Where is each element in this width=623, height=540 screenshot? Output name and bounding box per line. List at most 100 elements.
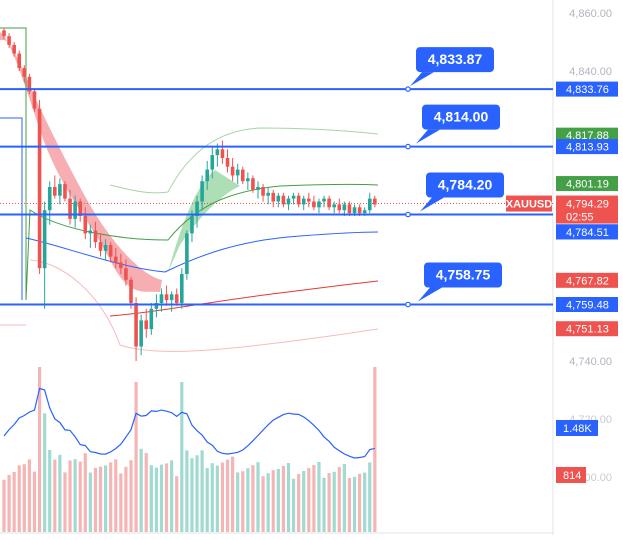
upper-band-line (109, 127, 379, 194)
volume-bar (195, 455, 199, 532)
volume-bar (246, 468, 250, 532)
candle-body (17, 53, 22, 69)
volume-bar (347, 478, 352, 532)
candle-body (240, 169, 245, 182)
candle-body (266, 192, 270, 196)
volume-bar (109, 462, 113, 532)
callout-label: 4,814.00 (434, 109, 489, 125)
volume-bar (159, 464, 164, 532)
price-badge-label: 4,813.93 (566, 142, 609, 154)
current-price-label: 4,794.29 (566, 199, 609, 211)
price-badge-label: 4,767.82 (566, 275, 609, 287)
volume-bar (37, 367, 42, 532)
callout-box[interactable] (426, 172, 504, 198)
red-trend-ribbon (0, 32, 162, 292)
volume-bar (58, 454, 62, 532)
volume-bar (164, 463, 169, 532)
candle-body (2, 30, 6, 37)
volume-bar (231, 456, 235, 532)
candle-body (367, 198, 372, 211)
candle-body (32, 91, 37, 109)
candle-body (78, 201, 82, 216)
level-anchor-dot[interactable] (405, 211, 411, 218)
candle-body (215, 149, 220, 156)
volume-bar (124, 466, 128, 532)
candle-body (190, 216, 194, 234)
candle-body (230, 166, 235, 176)
volume-bar (302, 471, 306, 532)
volume-bar (27, 459, 31, 532)
callout-box[interactable] (422, 104, 500, 130)
candle-body (317, 201, 321, 208)
volume-bar (139, 448, 143, 532)
volume-bar (225, 459, 230, 532)
volume-bar (337, 467, 341, 532)
candle-body (337, 204, 342, 211)
callout-box[interactable] (424, 262, 502, 288)
candle-body (88, 230, 93, 234)
candle-body (220, 149, 225, 158)
price-badge (556, 127, 618, 143)
level-anchor-dot[interactable] (405, 301, 411, 308)
candle-body (119, 262, 123, 269)
candle-body (322, 198, 326, 202)
volume-bar (185, 450, 189, 532)
volume-bar (78, 461, 82, 532)
volume-bar (322, 477, 326, 532)
candle-body (124, 268, 128, 280)
candle-body (347, 204, 352, 214)
volume-bar (215, 465, 219, 532)
candle-body (169, 294, 174, 301)
candle-body (159, 294, 164, 303)
volume-bar (200, 450, 204, 532)
candle-body (251, 178, 255, 190)
y-axis-tick-label: 4,860.00 (569, 8, 612, 20)
candle-body (225, 158, 230, 167)
volume-bar (53, 459, 57, 532)
volume-bar (291, 478, 296, 532)
volume-bar (271, 470, 275, 532)
volume-bar (48, 450, 52, 532)
level-anchor-dot[interactable] (405, 86, 411, 92)
callout-box[interactable] (416, 47, 494, 73)
volume-bar (17, 465, 21, 532)
candle-body (261, 187, 265, 196)
price-badge (556, 81, 618, 97)
candle-body (93, 230, 98, 243)
volume-bar (83, 453, 87, 532)
volume-bar (352, 476, 357, 532)
candle-body (174, 294, 179, 303)
candle-body (73, 201, 77, 219)
volume-bar (12, 472, 16, 532)
volume-bar (317, 462, 321, 532)
volume-bar (98, 466, 103, 532)
symbol-tag (506, 195, 552, 212)
candle-body (144, 320, 149, 330)
candle-body (307, 198, 311, 202)
level-anchor-dot[interactable] (405, 143, 411, 150)
volume-bar (220, 462, 225, 532)
volume-bar (68, 460, 72, 532)
volume-bar (241, 471, 245, 532)
candle-body (134, 303, 138, 347)
volume-bar (180, 382, 184, 532)
volume-bar (205, 468, 209, 532)
volume-bar (358, 473, 362, 532)
candle-body (210, 155, 215, 170)
volume-bar (93, 467, 98, 532)
blue-ma-line (0, 117, 379, 300)
price-badge (556, 224, 618, 240)
candle-body (154, 303, 159, 309)
volume-bar (251, 465, 255, 532)
candle-body (357, 207, 362, 214)
candle-body (286, 198, 291, 205)
volume-bar (363, 472, 367, 532)
candle-body (164, 294, 169, 301)
candle-body (47, 187, 52, 211)
volume-bar (73, 459, 77, 532)
candle-body (327, 198, 331, 208)
volume-bar (32, 471, 37, 532)
callout-pointer (416, 129, 440, 144)
candle-body (103, 245, 108, 251)
price-badge-label: 4,784.51 (566, 227, 609, 239)
